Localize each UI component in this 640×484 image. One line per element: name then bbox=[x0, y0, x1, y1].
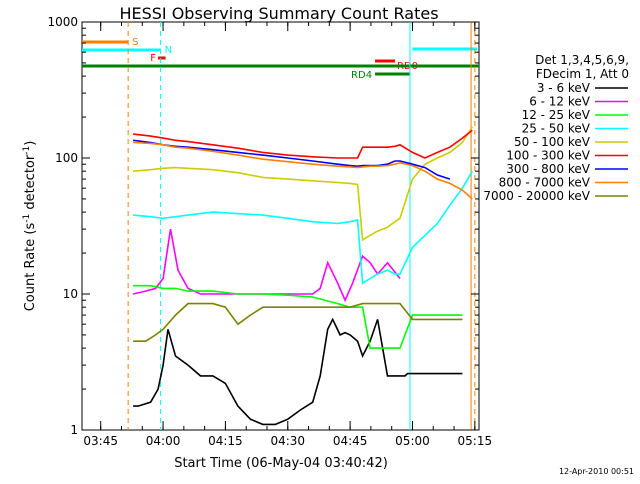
series-line-800-7000-kev bbox=[133, 141, 473, 200]
legend-label-6-12-kev: 6 - 12 keV bbox=[529, 95, 591, 109]
plot-frame bbox=[81, 21, 480, 431]
legend-label-100-300-kev: 100 - 300 keV bbox=[506, 149, 590, 163]
timestamp: 12-Apr-2010 00:51 bbox=[559, 467, 634, 476]
series-line-3-6-kev bbox=[133, 317, 463, 426]
y-axis-label-sup2: -1 bbox=[22, 146, 32, 155]
x-axis-label: Start Time (06-May-04 03:40:42) bbox=[174, 456, 388, 471]
legend: Det 1,3,4,5,6,9, FDecim 1, Att 0 3 - 6 k… bbox=[483, 53, 629, 203]
x-tick-label: 05:00 bbox=[395, 434, 430, 448]
y-axis-label-sup1: -1 bbox=[22, 214, 32, 223]
chart-title: HESSI Observing Summary Count Rates bbox=[119, 4, 438, 23]
y-tick-label: 100 bbox=[55, 151, 78, 165]
series-line-25-50-kev bbox=[133, 170, 473, 285]
legend-header-line-1: Det 1,3,4,5,6,9, bbox=[535, 53, 629, 67]
legend-label-3-6-kev: 3 - 6 keV bbox=[537, 81, 591, 95]
x-tick-label: 05:15 bbox=[458, 434, 493, 448]
legend-header-line-2: FDecim 1, Att 0 bbox=[536, 67, 629, 81]
x-tick-label: 04:45 bbox=[333, 434, 368, 448]
flag-label-f: F bbox=[150, 53, 156, 64]
x-tick-label: 04:30 bbox=[270, 434, 305, 448]
x-tick-label: 03:45 bbox=[83, 434, 118, 448]
flag-label-rd4: RD4 bbox=[351, 70, 372, 81]
y-tick-label: 1 bbox=[70, 423, 78, 437]
y-tick-label: 1000 bbox=[47, 15, 78, 29]
series-line-50-100-kev bbox=[133, 126, 473, 242]
legend-label-50-100-kev: 50 - 100 keV bbox=[514, 135, 591, 149]
y-axis-label-mid: detector bbox=[23, 154, 38, 214]
x-tick-label: 04:00 bbox=[146, 434, 181, 448]
legend-label-12-25-kev: 12 - 25 keV bbox=[522, 108, 591, 122]
series-line-12-25-kev bbox=[133, 284, 463, 349]
flag-label-n: N bbox=[165, 45, 172, 56]
y-tick-label: 10 bbox=[63, 287, 78, 301]
legend-label-800-7000-kev: 800 - 7000 keV bbox=[499, 176, 591, 190]
y-axis-label-end: ) bbox=[23, 141, 38, 146]
series-line-7000-20000-kev bbox=[133, 302, 463, 342]
series-line-100-300-kev bbox=[133, 129, 473, 159]
x-tick-label: 04:15 bbox=[208, 434, 243, 448]
y-axis-label: Count Rate (s-1 detector-1) bbox=[22, 141, 38, 312]
flag-label-s: S bbox=[132, 37, 138, 48]
legend-label-7000-20000-kev: 7000 - 20000 keV bbox=[483, 189, 590, 203]
y-axis-label-main: Count Rate (s bbox=[23, 223, 38, 312]
legend-label-300-800-kev: 300 - 800 keV bbox=[506, 162, 590, 176]
legend-label-25-50-kev: 25 - 50 keV bbox=[522, 122, 591, 136]
series-line-300-800-kev bbox=[133, 139, 451, 180]
